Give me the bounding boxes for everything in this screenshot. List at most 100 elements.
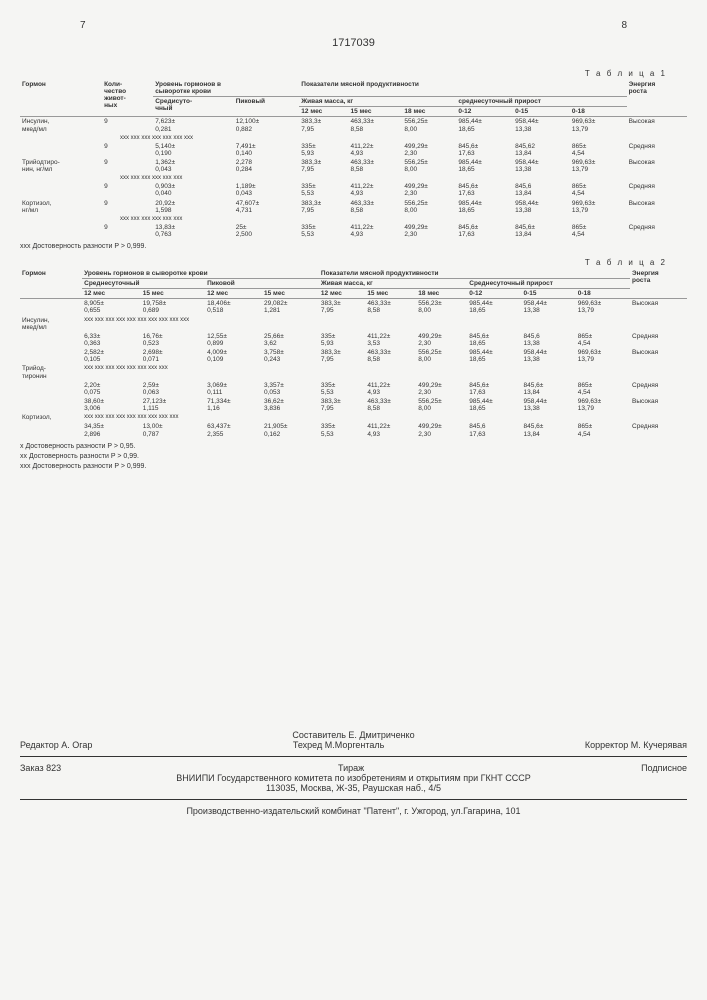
- cell: 6,33± 0,363: [82, 332, 141, 348]
- cell: 958,44± 13,38: [513, 158, 570, 174]
- cell: 556,25± 8,00: [416, 397, 467, 413]
- sig-marks: ххх ххх ххх ххх ххх ххх: [20, 174, 687, 182]
- cell: 335± 5,53: [299, 223, 348, 239]
- cell: 845,6± 18,65: [467, 332, 521, 348]
- t2-h-c2b: Пиковой: [205, 279, 319, 289]
- cell: 865± 4,54: [576, 422, 630, 438]
- table-row: 34,35± 2,89613,00± 0,78763,437± 2,35521,…: [20, 422, 687, 438]
- cell: Средняя: [630, 332, 687, 348]
- cell: 7,623± 0,281: [153, 117, 234, 134]
- cell: 845,6± 13,84: [513, 223, 570, 239]
- t2-note1: хх Достоверность разности P > 0,99.: [20, 453, 687, 460]
- footer-org1: ВНИИПИ Государственного комитета по изоб…: [20, 773, 687, 783]
- sig-marks: ххх ххх ххх ххх ххх ххх ххх ххх ххх: [82, 413, 687, 422]
- t2-h-c1: Гормон: [20, 269, 82, 299]
- table-row: 2,20± 0,0752,59± 0,0633,069± 0,1113,357±…: [20, 381, 687, 397]
- cell: Высокая: [630, 299, 687, 316]
- cell: 499,29± 2,30: [402, 223, 456, 239]
- table-row: Кортизол,ххх ххх ххх ххх ххх ххх ххх ххх…: [20, 413, 687, 422]
- cell: 985,44± 18,65: [456, 199, 513, 215]
- cell: 411,22± 4,93: [348, 182, 402, 198]
- cell: 383,3± 7,95: [319, 348, 365, 364]
- cell: 47,607± 4,731: [234, 199, 300, 215]
- cell: 865± 4,54: [570, 182, 627, 198]
- cell: 335± 5,93: [319, 332, 365, 348]
- cell: 499,29± 2,30: [416, 381, 467, 397]
- cell: 499,29± 2,30: [402, 142, 456, 158]
- table-row: Инсулин, мкед/млххх ххх ххх ххх ххх ххх …: [20, 316, 687, 332]
- cell: 865± 4,54: [576, 381, 630, 397]
- table-row: ххх ххх ххх ххх ххх ххх: [20, 174, 687, 182]
- cell: 9: [102, 223, 153, 239]
- cell: Кортизол, нг/мл: [20, 199, 102, 215]
- cell: 499,29± 2,30: [402, 182, 456, 198]
- cell: 969,63± 13,79: [576, 397, 630, 413]
- cell: 985,44± 18,65: [456, 158, 513, 174]
- t2-h-c3b: Среднесуточный прирост: [467, 279, 630, 289]
- cell: 9: [102, 158, 153, 174]
- footer-org2: 113035, Москва, Ж-35, Раушская наб., 4/5: [20, 783, 687, 793]
- table-row: ххх ххх ххх ххх ххх ххх: [20, 215, 687, 223]
- cell: 845,6± 17,63: [456, 223, 513, 239]
- cell: 13,83± 0,763: [153, 223, 234, 239]
- cell: 3,758± 0,243: [262, 348, 319, 364]
- cell: 9: [102, 182, 153, 198]
- t1-h-c5: Энергия роста: [627, 80, 687, 117]
- t2-h-c3b2: 0-15: [522, 289, 576, 299]
- sig-marks: ххх ххх ххх ххх ххх ххх ххх ххх: [82, 364, 687, 380]
- cell: 958,44± 13,38: [513, 117, 570, 134]
- cell: 16,76± 0,523: [141, 332, 205, 348]
- cell: 463,33± 8,58: [365, 397, 416, 413]
- cell: 19,758± 0,689: [141, 299, 205, 316]
- cell: 411,22± 4,93: [348, 142, 402, 158]
- cell: 2,698± 0,071: [141, 348, 205, 364]
- t2-h-c3a3: 18 мес: [416, 289, 467, 299]
- cell: [20, 142, 102, 158]
- cell: 969,63± 13,79: [576, 348, 630, 364]
- cell: [20, 299, 82, 316]
- cell: 1,189± 0,043: [234, 182, 300, 198]
- t1-h-c4a1: 12 мес: [299, 107, 348, 117]
- cell: 383,3± 7,95: [299, 117, 348, 134]
- t2-h-c3b3: 0-18: [576, 289, 630, 299]
- page-left: 7: [80, 20, 86, 31]
- footer-compiler: Составитель Е. Дмитриченко: [20, 730, 687, 740]
- doc-number: 1717039: [20, 37, 687, 49]
- cell: 25± 2,500: [234, 223, 300, 239]
- cell: 9: [102, 117, 153, 134]
- cell: [20, 381, 82, 397]
- cell: 985,44± 18,65: [467, 299, 521, 316]
- cell: 865± 4,54: [570, 223, 627, 239]
- cell: 20,92± 1,598: [153, 199, 234, 215]
- cell: 985,44± 18,65: [467, 397, 521, 413]
- cell: 499,29± 2,30: [416, 332, 467, 348]
- footer-techred: Техред М.Моргенталь: [293, 740, 385, 750]
- cell: 12,100± 0,882: [234, 117, 300, 134]
- t2-h-c2: Уровень гормонов в сыворотке крови: [82, 269, 319, 279]
- cell: 845,6± 17,63: [456, 142, 513, 158]
- t1-h-c3: Уровень гормонов в сыворотке крови: [153, 80, 299, 97]
- cell: 71,334± 1,16: [205, 397, 262, 413]
- sig-marks: ххх ххх ххх ххх ххх ххх ххх ххх ххх ххх: [82, 316, 687, 332]
- cell: 969,63± 13,79: [576, 299, 630, 316]
- table1-label: Т а б л и ц а 1: [20, 69, 667, 78]
- cell: 63,437± 2,355: [205, 422, 262, 438]
- cell: 969,63± 13,79: [570, 199, 627, 215]
- footer-tirazh: Тираж: [338, 763, 364, 773]
- cell: 36,62± 3,836: [262, 397, 319, 413]
- cell: 2,59± 0,063: [141, 381, 205, 397]
- cell: 556,25± 8,00: [402, 199, 456, 215]
- cell: Трийодтиро- нин, нг/мл: [20, 158, 102, 174]
- t1-h-c1: Гормон: [20, 80, 102, 117]
- cell: 985,44± 18,65: [467, 348, 521, 364]
- t1-h-c3a: Средисуто- чный: [153, 97, 234, 117]
- cell: 845,6 17,63: [467, 422, 521, 438]
- cell: 845,62 13,84: [513, 142, 570, 158]
- table2: Гормон Уровень гормонов в сыворотке кров…: [20, 269, 687, 439]
- table2-label: Т а б л и ц а 2: [20, 258, 667, 267]
- t1-note: ххх Достоверность разности P > 0,999.: [20, 243, 687, 250]
- t1-h-c4a: Живая масса, кг: [299, 97, 456, 107]
- cell: 7,491± 0,140: [234, 142, 300, 158]
- cell: 958,44± 13,38: [522, 348, 576, 364]
- cell: 556,25± 8,00: [416, 348, 467, 364]
